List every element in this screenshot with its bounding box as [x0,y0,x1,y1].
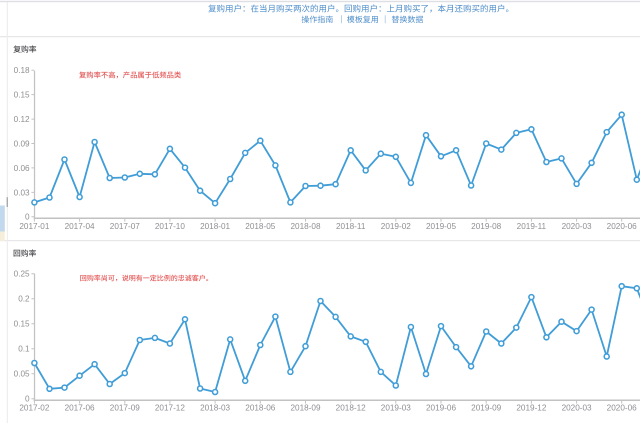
svg-text:0.06: 0.06 [14,164,30,173]
svg-text:2018-05: 2018-05 [245,222,275,231]
svg-text:0.05: 0.05 [14,370,30,379]
svg-text:0.12: 0.12 [14,115,30,124]
svg-text:2017-01: 2017-01 [19,222,49,231]
svg-text:2019-02: 2019-02 [381,222,411,231]
svg-text:2017-04: 2017-04 [65,222,95,231]
svg-text:2018-01: 2018-01 [200,222,230,231]
svg-text:2019-05: 2019-05 [426,222,456,231]
svg-text:2017-10: 2017-10 [155,222,185,231]
svg-text:0.03: 0.03 [14,188,30,197]
svg-text:0: 0 [25,213,30,222]
svg-text:2020-03: 2020-03 [562,404,592,413]
svg-text:2019-12: 2019-12 [516,404,546,413]
svg-text:0.2: 0.2 [18,295,30,304]
svg-text:0: 0 [25,395,30,404]
svg-text:2020-06: 2020-06 [607,404,637,413]
svg-text:2017-06: 2017-06 [65,404,95,413]
svg-text:2018-03: 2018-03 [200,404,230,413]
svg-text:2019-03: 2019-03 [381,404,411,413]
svg-text:2018-11: 2018-11 [336,222,366,231]
svg-text:2020-06: 2020-06 [607,222,637,231]
svg-text:0.15: 0.15 [14,91,30,100]
svg-text:0.15: 0.15 [14,320,30,329]
svg-text:2019-11: 2019-11 [517,222,547,231]
svg-text:2019-09: 2019-09 [471,404,501,413]
svg-text:0.25: 0.25 [14,270,30,279]
svg-text:2017-07: 2017-07 [110,222,140,231]
svg-text:2018-12: 2018-12 [336,404,366,413]
svg-text:0.18: 0.18 [14,66,30,75]
svg-text:2019-06: 2019-06 [426,404,456,413]
svg-text:2018-09: 2018-09 [290,404,320,413]
svg-text:2018-08: 2018-08 [290,222,320,231]
svg-text:2017-12: 2017-12 [155,404,185,413]
svg-text:0.09: 0.09 [14,139,30,148]
svg-text:2017-09: 2017-09 [110,404,140,413]
svg-text:2018-06: 2018-06 [245,404,275,413]
svg-text:2017-02: 2017-02 [19,404,49,413]
svg-text:2019-08: 2019-08 [471,222,501,231]
svg-text:0.1: 0.1 [18,345,30,354]
svg-text:2020-03: 2020-03 [562,222,592,231]
